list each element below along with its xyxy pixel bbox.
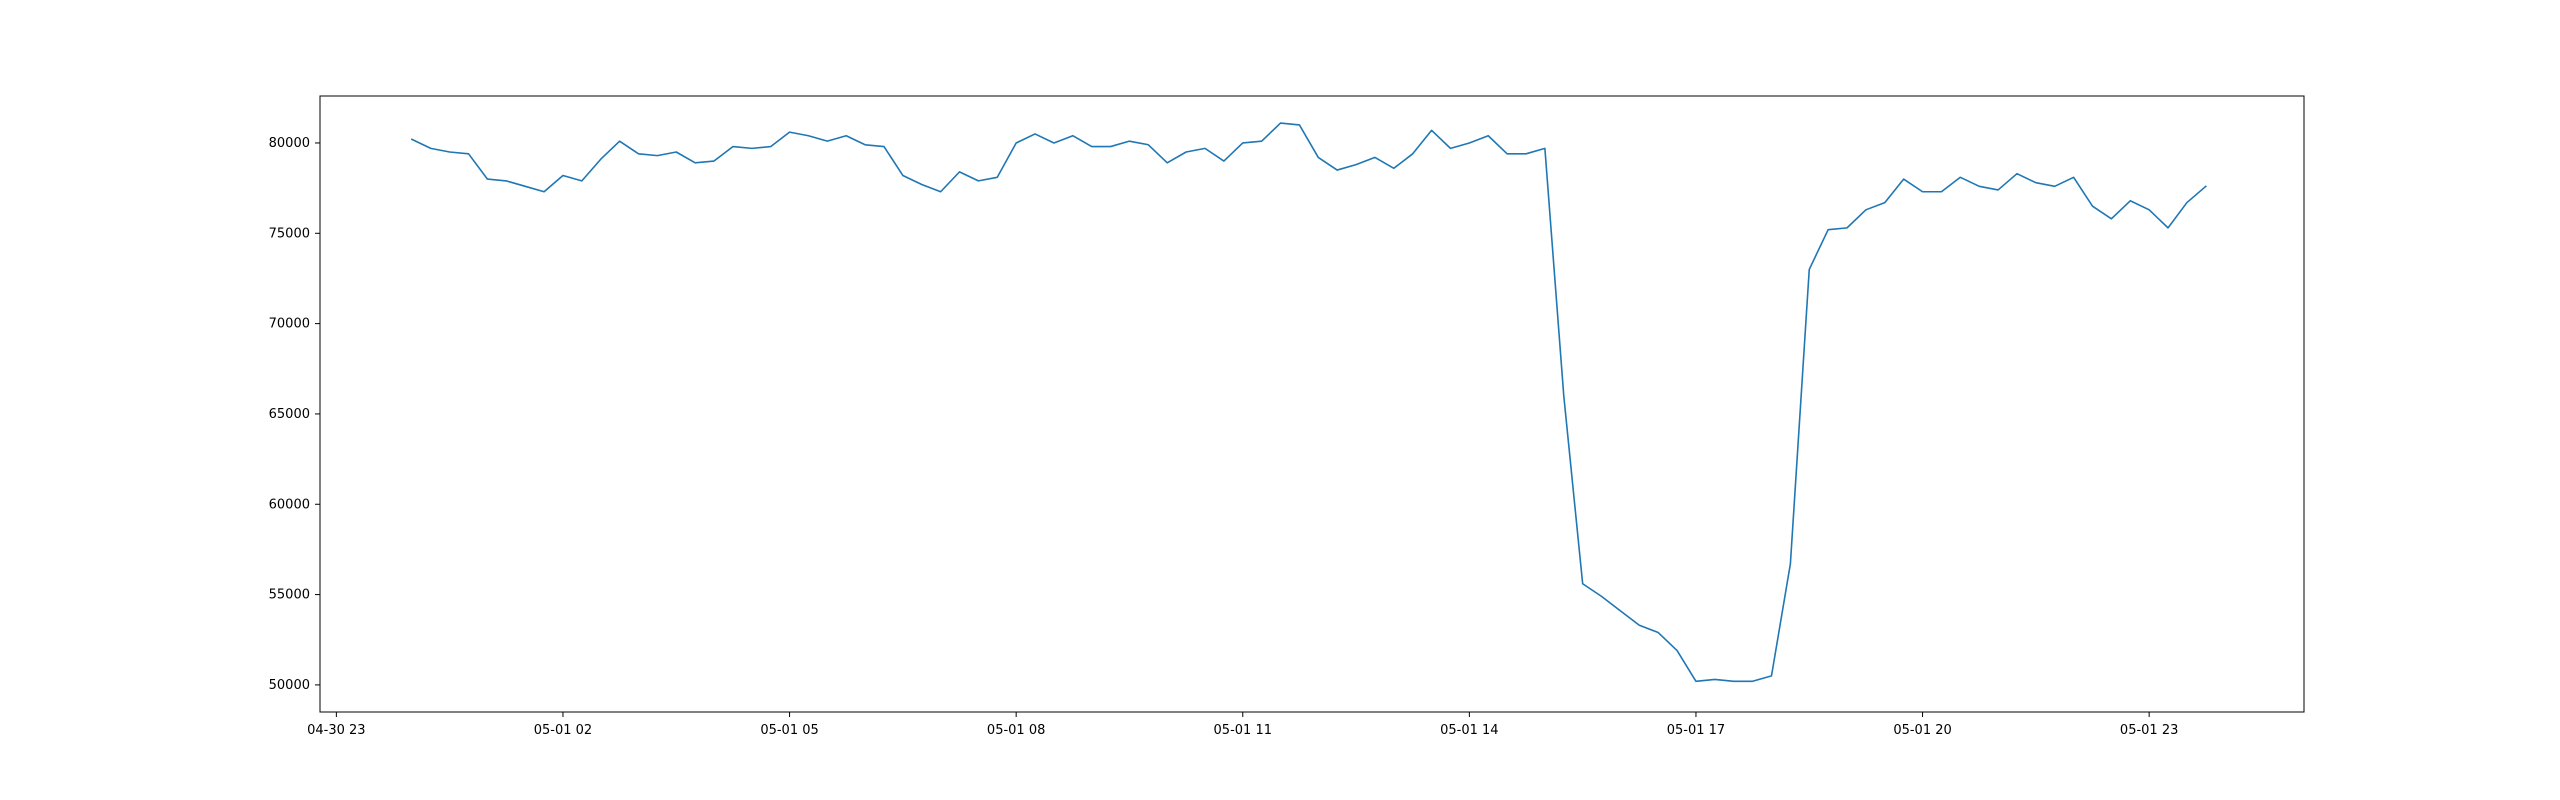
y-tick-label: 80000 xyxy=(269,136,310,151)
y-tick-label: 60000 xyxy=(269,497,310,512)
y-axis: 50000 55000 60000 65000 70000 75000 80000 xyxy=(269,136,320,693)
y-tick-label: 65000 xyxy=(269,407,310,422)
x-tick-label: 05-01 20 xyxy=(1893,723,1951,738)
y-tick-label: 55000 xyxy=(269,588,310,603)
y-tick-label: 75000 xyxy=(269,226,310,241)
x-tick-label: 05-01 11 xyxy=(1214,723,1272,738)
plot-series xyxy=(410,122,2207,683)
x-axis: 04-30 23 05-01 02 05-01 05 05-01 08 05-01 11… xyxy=(307,712,2178,738)
series-line-0 xyxy=(410,122,2207,683)
x-tick-label: 05-01 14 xyxy=(1440,723,1498,738)
x-tick-label: 05-01 17 xyxy=(1667,723,1725,738)
x-tick-label: 05-01 02 xyxy=(534,723,592,738)
plot-frame xyxy=(319,95,2305,713)
x-tick-label: 05-01 05 xyxy=(760,723,818,738)
x-tick-label: 04-30 23 xyxy=(307,723,365,738)
x-tick-label: 05-01 08 xyxy=(987,723,1045,738)
x-tick-label: 05-01 23 xyxy=(2120,723,2178,738)
y-tick-label: 70000 xyxy=(269,317,310,332)
y-tick-label: 50000 xyxy=(269,678,310,693)
